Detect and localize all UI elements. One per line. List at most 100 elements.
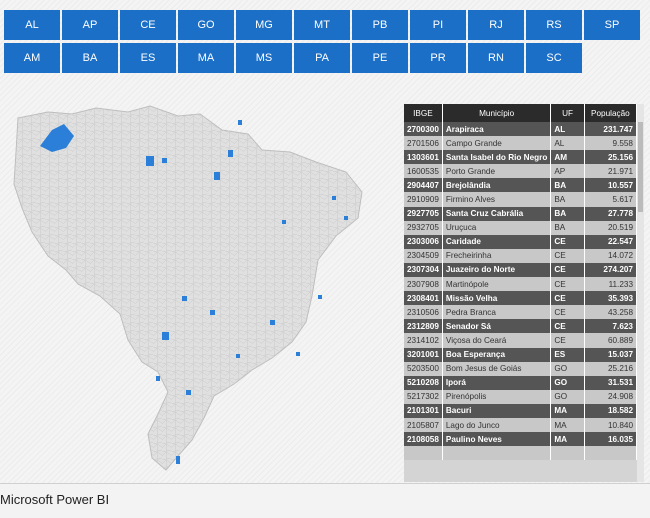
cell-municipio: Paulino Neves bbox=[442, 432, 552, 447]
uf-button-ma[interactable]: MA bbox=[178, 43, 234, 73]
uf-button-es[interactable]: ES bbox=[120, 43, 176, 73]
uf-button-ap[interactable]: AP bbox=[62, 10, 118, 40]
uf-button-mg[interactable]: MG bbox=[236, 10, 292, 40]
table-row[interactable]: 2108058 Paulino Neves MA 16.035 bbox=[404, 432, 638, 447]
cell-municipio: Bacuri bbox=[442, 403, 552, 418]
cell-ibge: 5217302 bbox=[404, 389, 443, 404]
cell-ibge: 2304509 bbox=[404, 248, 443, 263]
col-ibge[interactable]: IBGE bbox=[404, 104, 443, 122]
uf-button-pr[interactable]: PR bbox=[410, 43, 466, 73]
uf-button-rj[interactable]: RJ bbox=[468, 10, 524, 40]
cell-municipio: Pirenópolis bbox=[442, 389, 552, 404]
uf-button-go[interactable]: GO bbox=[178, 10, 234, 40]
cell-populacao: 14.072 bbox=[584, 248, 638, 263]
cell-municipio: Juazeiro do Norte bbox=[442, 262, 552, 278]
table-row[interactable]: 5210208 Iporá GO 31.531 bbox=[404, 375, 638, 390]
table-row[interactable] bbox=[404, 446, 638, 461]
table-row[interactable]: 2105807 Lago do Junco MA 10.840 bbox=[404, 417, 638, 433]
cell-ibge: 1303601 bbox=[404, 150, 443, 165]
cell-populacao: 25.156 bbox=[584, 150, 638, 165]
col-uf[interactable]: UF bbox=[550, 104, 585, 122]
table-row[interactable]: 2307908 Martinópole CE 11.233 bbox=[404, 277, 638, 292]
cell-ibge: 2307908 bbox=[404, 277, 443, 292]
table-row[interactable]: 5203500 Bom Jesus de Goiás GO 25.216 bbox=[404, 361, 638, 376]
uf-button-rs[interactable]: RS bbox=[526, 10, 582, 40]
cell-ibge: 2310506 bbox=[404, 305, 443, 320]
cell-uf: GO bbox=[550, 361, 585, 376]
table-row[interactable]: 2927705 Santa Cruz Cabrália BA 27.778 bbox=[404, 206, 638, 221]
cell-uf: AL bbox=[550, 122, 585, 137]
cell-ibge: 5210208 bbox=[404, 375, 443, 390]
table-row[interactable]: 2310506 Pedra Branca CE 43.258 bbox=[404, 305, 638, 320]
table-row[interactable]: 2700300 Arapiraca AL 231.747 bbox=[404, 122, 638, 137]
cell-municipio: Firmino Alves bbox=[442, 192, 552, 207]
cell-municipio: Santa Cruz Cabrália bbox=[442, 206, 552, 221]
uf-button-pb[interactable]: PB bbox=[352, 10, 408, 40]
uf-button-pa[interactable]: PA bbox=[294, 43, 350, 73]
table-row[interactable]: 2308401 Missão Velha CE 35.393 bbox=[404, 291, 638, 306]
cell-uf: BA bbox=[550, 178, 585, 193]
col-populacao[interactable]: População bbox=[584, 104, 638, 122]
cell-populacao: 22.547 bbox=[584, 234, 638, 249]
uf-button-sp[interactable]: SP bbox=[584, 10, 640, 40]
cell-uf: BA bbox=[550, 192, 585, 207]
scroll-thumb[interactable] bbox=[638, 122, 643, 212]
table-row[interactable]: 2701506 Campo Grande AL 9.558 bbox=[404, 136, 638, 151]
cell-populacao: 21.971 bbox=[584, 164, 638, 179]
uf-button-am[interactable]: AM bbox=[4, 43, 60, 73]
table-row[interactable]: 5217302 Pirenópolis GO 24.908 bbox=[404, 389, 638, 404]
table-row[interactable]: 1600535 Porto Grande AP 21.971 bbox=[404, 164, 638, 179]
cell-populacao: 43.258 bbox=[584, 305, 638, 320]
cell-populacao: 10.557 bbox=[584, 178, 638, 193]
cell-ibge: 2927705 bbox=[404, 206, 443, 221]
cell-ibge: 2303006 bbox=[404, 234, 443, 249]
cell-ibge: 2307304 bbox=[404, 262, 443, 278]
uf-button-sc[interactable]: SC bbox=[526, 43, 582, 73]
table-row[interactable]: 2304509 Frecheirinha CE 14.072 bbox=[404, 248, 638, 263]
footer-bar: Microsoft Power BI bbox=[0, 483, 650, 518]
uf-button-pe[interactable]: PE bbox=[352, 43, 408, 73]
cell-municipio: Frecheirinha bbox=[442, 248, 552, 263]
table-row[interactable]: 2314102 Viçosa do Ceará CE 60.889 bbox=[404, 333, 638, 348]
cell-ibge: 2308401 bbox=[404, 291, 443, 306]
uf-button-pi[interactable]: PI bbox=[410, 10, 466, 40]
cell-municipio: Missão Velha bbox=[442, 291, 552, 306]
uf-button-ms[interactable]: MS bbox=[236, 43, 292, 73]
table-row[interactable]: 2312809 Senador Sá CE 7.623 bbox=[404, 319, 638, 334]
cell-uf: AP bbox=[550, 164, 585, 179]
slicer-row-2: AM BA ES MA MS PA PE PR RN SC bbox=[4, 43, 644, 73]
table-row[interactable]: 3201001 Boa Esperança ES 15.037 bbox=[404, 347, 638, 362]
cell-uf: CE bbox=[550, 248, 585, 263]
uf-button-ba[interactable]: BA bbox=[62, 43, 118, 73]
cell-municipio: Lago do Junco bbox=[442, 417, 552, 433]
table-row[interactable]: 2932705 Uruçuca BA 20.519 bbox=[404, 220, 638, 235]
table-row[interactable]: 1303601 Santa Isabel do Rio Negro AM 25.156 bbox=[404, 150, 638, 165]
table-row[interactable]: 2307304 Juazeiro do Norte CE 274.207 bbox=[404, 262, 638, 278]
cell-populacao: 5.617 bbox=[584, 192, 638, 207]
uf-button-mt[interactable]: MT bbox=[294, 10, 350, 40]
uf-button-al[interactable]: AL bbox=[4, 10, 60, 40]
col-municipio[interactable]: Município bbox=[442, 104, 552, 122]
uf-button-ce[interactable]: CE bbox=[120, 10, 176, 40]
cell-populacao: 24.908 bbox=[584, 389, 638, 404]
cell-municipio: Santa Isabel do Rio Negro bbox=[442, 150, 552, 165]
table-scrollbar[interactable] bbox=[637, 104, 644, 482]
cell-ibge: 3201001 bbox=[404, 347, 443, 362]
cell-municipio: Senador Sá bbox=[442, 319, 552, 334]
cell-municipio: Porto Grande bbox=[442, 164, 552, 179]
brazil-map[interactable] bbox=[0, 100, 400, 483]
table-row[interactable]: 2303006 Caridade CE 22.547 bbox=[404, 234, 638, 249]
cell-populacao: 20.519 bbox=[584, 220, 638, 235]
cell-populacao: 31.531 bbox=[584, 375, 638, 390]
cell-municipio: Iporá bbox=[442, 375, 552, 390]
cell-uf: BA bbox=[550, 220, 585, 235]
table-row[interactable]: 2910909 Firmino Alves BA 5.617 bbox=[404, 192, 638, 207]
municipios-table[interactable]: IBGE Município UF População 2700300 Arapi… bbox=[404, 104, 644, 482]
cell-municipio: Martinópole bbox=[442, 277, 552, 292]
cell-populacao bbox=[584, 446, 638, 461]
cell-ibge: 2932705 bbox=[404, 220, 443, 235]
table-row[interactable]: 2101301 Bacuri MA 18.582 bbox=[404, 403, 638, 418]
cell-ibge: 2314102 bbox=[404, 333, 443, 348]
table-row[interactable]: 2904407 Brejolândia BA 10.557 bbox=[404, 178, 638, 193]
uf-button-rn[interactable]: RN bbox=[468, 43, 524, 73]
